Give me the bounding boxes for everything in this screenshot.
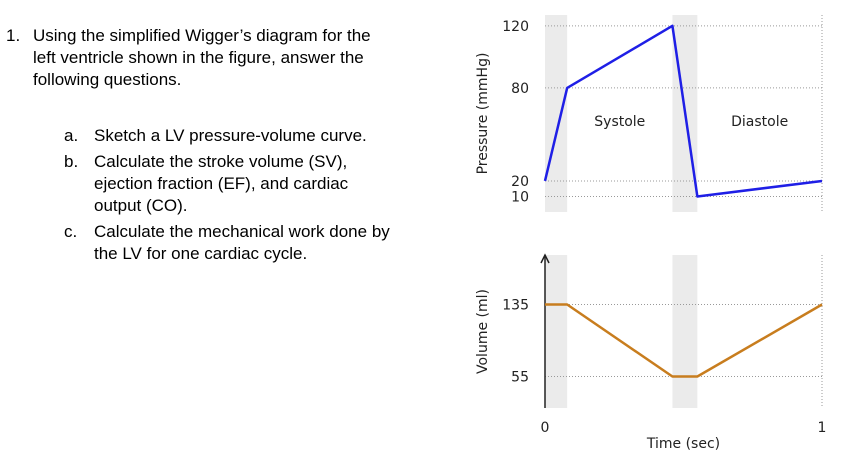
question-number: 1. — [6, 26, 20, 45]
shaded-region — [672, 255, 698, 408]
series-line — [543, 24, 823, 198]
question-line: left ventricle shown in the figure, answ… — [33, 48, 364, 67]
shaded-region — [545, 255, 568, 408]
x-tick-label: 0 — [541, 420, 550, 436]
y-tick-label: 120 — [502, 19, 529, 35]
shaded-region — [545, 15, 568, 212]
y-tick-label: 20 — [511, 174, 529, 190]
question-line: Using the simplified Wigger’s diagram fo… — [33, 26, 371, 45]
y-tick-label: 55 — [511, 370, 529, 386]
x-axis-label: Time (sec) — [646, 436, 720, 452]
item-label: b. — [64, 152, 78, 171]
y-tick-label: 80 — [511, 81, 529, 97]
item-line: output (CO). — [94, 196, 188, 215]
y-tick-label: 10 — [511, 189, 529, 205]
y-axis-label: Volume (ml) — [475, 289, 491, 374]
axis-arrow — [540, 253, 550, 264]
item-label: a. — [64, 126, 78, 145]
item-line: Sketch a LV pressure-volume curve. — [94, 126, 367, 145]
annotation: Systole — [594, 114, 645, 130]
y-axis-label: Pressure (mmHg) — [475, 53, 491, 175]
item-line: Calculate the mechanical work done by — [94, 222, 390, 241]
annotation: Diastole — [731, 114, 788, 130]
item-line: the LV for one cardiac cycle. — [94, 244, 307, 263]
item-line: Calculate the stroke volume (SV), — [94, 152, 347, 171]
item-line: ejection fraction (EF), and cardiac — [94, 174, 349, 193]
question-line: following questions. — [33, 70, 181, 89]
series-line — [545, 303, 823, 378]
y-tick-label: 135 — [502, 298, 529, 314]
x-tick-label: 1 — [818, 420, 827, 436]
item-label: c. — [64, 222, 77, 241]
